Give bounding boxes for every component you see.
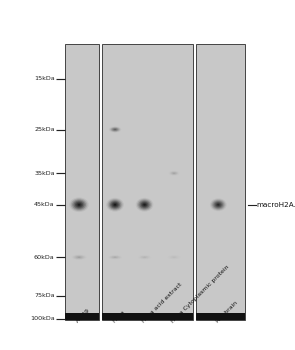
Bar <box>196 44 245 320</box>
Ellipse shape <box>111 127 119 132</box>
Ellipse shape <box>141 256 148 258</box>
Ellipse shape <box>76 203 82 207</box>
Ellipse shape <box>215 202 222 208</box>
Ellipse shape <box>75 202 83 208</box>
Ellipse shape <box>173 173 175 174</box>
Text: macroH2A.1: macroH2A.1 <box>256 202 295 208</box>
Ellipse shape <box>69 197 89 212</box>
Ellipse shape <box>107 199 123 211</box>
Ellipse shape <box>106 198 124 212</box>
Ellipse shape <box>137 199 152 211</box>
Ellipse shape <box>112 256 118 258</box>
Ellipse shape <box>112 128 118 131</box>
Ellipse shape <box>140 256 149 259</box>
Ellipse shape <box>214 201 223 209</box>
Ellipse shape <box>112 128 119 131</box>
Ellipse shape <box>78 257 80 258</box>
Ellipse shape <box>113 257 117 258</box>
Ellipse shape <box>73 255 85 259</box>
Ellipse shape <box>73 201 85 209</box>
Bar <box>102 44 193 320</box>
Ellipse shape <box>143 204 146 206</box>
Ellipse shape <box>212 200 224 209</box>
Bar <box>65 44 99 320</box>
Ellipse shape <box>109 200 121 210</box>
Ellipse shape <box>113 129 117 131</box>
Text: 45kDa: 45kDa <box>34 202 55 207</box>
Text: 100kDa: 100kDa <box>30 316 55 321</box>
Ellipse shape <box>140 201 150 209</box>
Text: 15kDa: 15kDa <box>34 76 55 81</box>
Ellipse shape <box>142 203 147 207</box>
Text: HeLa: HeLa <box>112 309 126 324</box>
Bar <box>196 313 245 320</box>
Text: A-549: A-549 <box>76 308 92 324</box>
Ellipse shape <box>173 173 176 174</box>
Bar <box>65 313 99 320</box>
Bar <box>102 313 193 320</box>
Ellipse shape <box>78 204 81 206</box>
Ellipse shape <box>72 199 86 210</box>
Ellipse shape <box>216 203 221 206</box>
Ellipse shape <box>112 203 117 207</box>
Ellipse shape <box>144 257 145 258</box>
Ellipse shape <box>172 257 176 258</box>
Ellipse shape <box>170 256 178 258</box>
Text: Rat brain: Rat brain <box>215 300 238 324</box>
Ellipse shape <box>110 256 120 259</box>
Ellipse shape <box>138 200 151 210</box>
Ellipse shape <box>171 257 177 258</box>
Ellipse shape <box>169 171 179 175</box>
Ellipse shape <box>114 257 116 258</box>
Text: 35kDa: 35kDa <box>34 171 55 176</box>
Text: HeLa Cytoplasmic protein: HeLa Cytoplasmic protein <box>171 264 230 324</box>
Ellipse shape <box>211 199 225 210</box>
Text: 75kDa: 75kDa <box>34 293 55 298</box>
Ellipse shape <box>170 172 178 175</box>
Ellipse shape <box>217 204 219 206</box>
Ellipse shape <box>71 198 87 211</box>
Ellipse shape <box>77 257 81 258</box>
Ellipse shape <box>110 201 120 209</box>
Ellipse shape <box>136 198 153 212</box>
Ellipse shape <box>114 204 116 206</box>
Ellipse shape <box>210 198 227 211</box>
Text: 60kDa: 60kDa <box>34 255 55 260</box>
Ellipse shape <box>171 172 177 175</box>
Ellipse shape <box>111 256 119 258</box>
Ellipse shape <box>75 256 83 259</box>
Text: HeLa acid extract: HeLa acid extract <box>141 282 183 324</box>
Ellipse shape <box>173 257 175 258</box>
Ellipse shape <box>141 202 148 208</box>
Ellipse shape <box>76 256 82 258</box>
Ellipse shape <box>111 202 119 208</box>
Text: 25kDa: 25kDa <box>34 127 55 132</box>
Ellipse shape <box>114 129 116 130</box>
Ellipse shape <box>172 172 176 174</box>
Ellipse shape <box>142 256 148 258</box>
Ellipse shape <box>143 257 146 258</box>
Ellipse shape <box>110 127 120 132</box>
